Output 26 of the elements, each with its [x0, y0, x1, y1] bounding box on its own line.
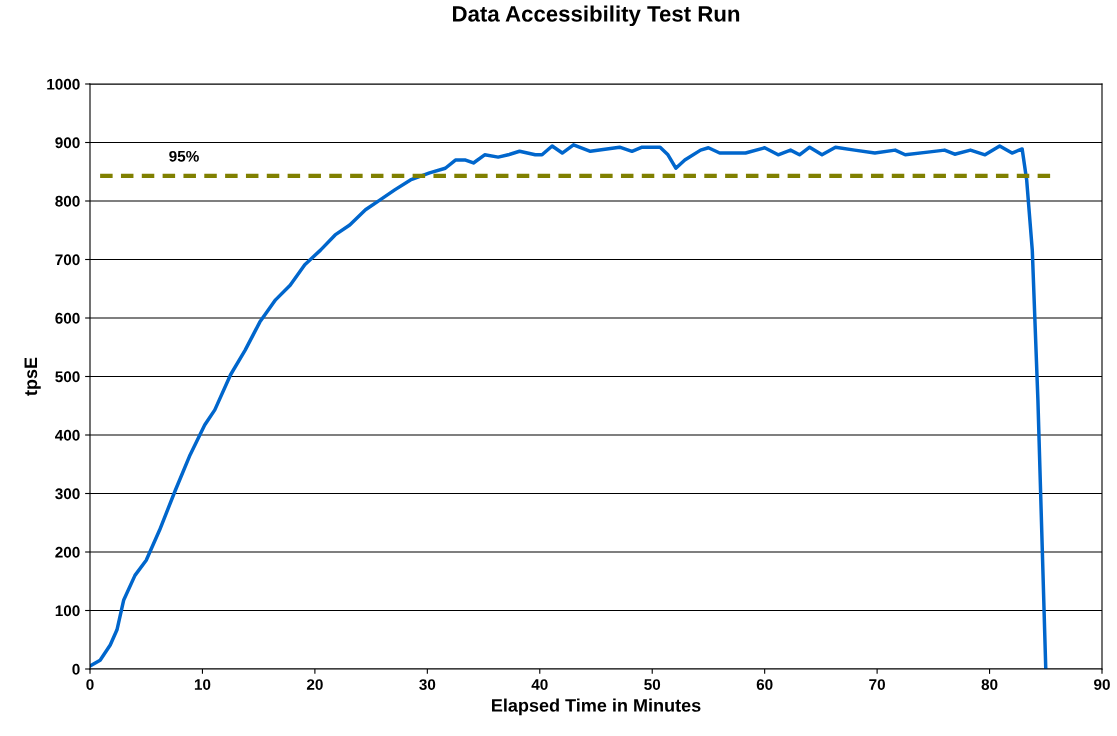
y-tick-label: 0: [72, 663, 80, 675]
x-tick-label: 80: [981, 679, 998, 690]
y-tick-label: 300: [55, 488, 80, 500]
x-tick-label: 30: [419, 679, 436, 690]
x-tick-label: 40: [531, 679, 548, 690]
y-tick-label: 500: [55, 371, 80, 383]
y-tick-label: 100: [55, 605, 80, 617]
line-series: [90, 143, 1048, 669]
x-tick-label: 20: [306, 679, 323, 690]
x-tick-label: 0: [86, 679, 94, 690]
x-tick-label: 70: [869, 679, 885, 690]
y-tick-label: 200: [55, 546, 80, 558]
x-axis-title: Elapsed Time in Minutes: [492, 698, 701, 716]
x-tick-label: 10: [194, 679, 211, 690]
y-tick-label: 700: [55, 254, 80, 266]
y-tick-label: 900: [55, 137, 80, 149]
annotation: 95%: [169, 150, 199, 162]
x-tick-label: 90: [1094, 679, 1110, 690]
x-tick-label: 60: [756, 679, 773, 690]
x-tick-label: 50: [644, 679, 661, 690]
y-tick-label: 1000: [47, 78, 80, 90]
y-tick-label: 800: [55, 195, 80, 207]
y-tick-label: 600: [55, 312, 80, 324]
chart-title: Data Accessibility Test Run: [453, 5, 740, 27]
y-tick-label: 400: [55, 429, 80, 441]
y-axis-title: tpsE: [24, 357, 41, 396]
